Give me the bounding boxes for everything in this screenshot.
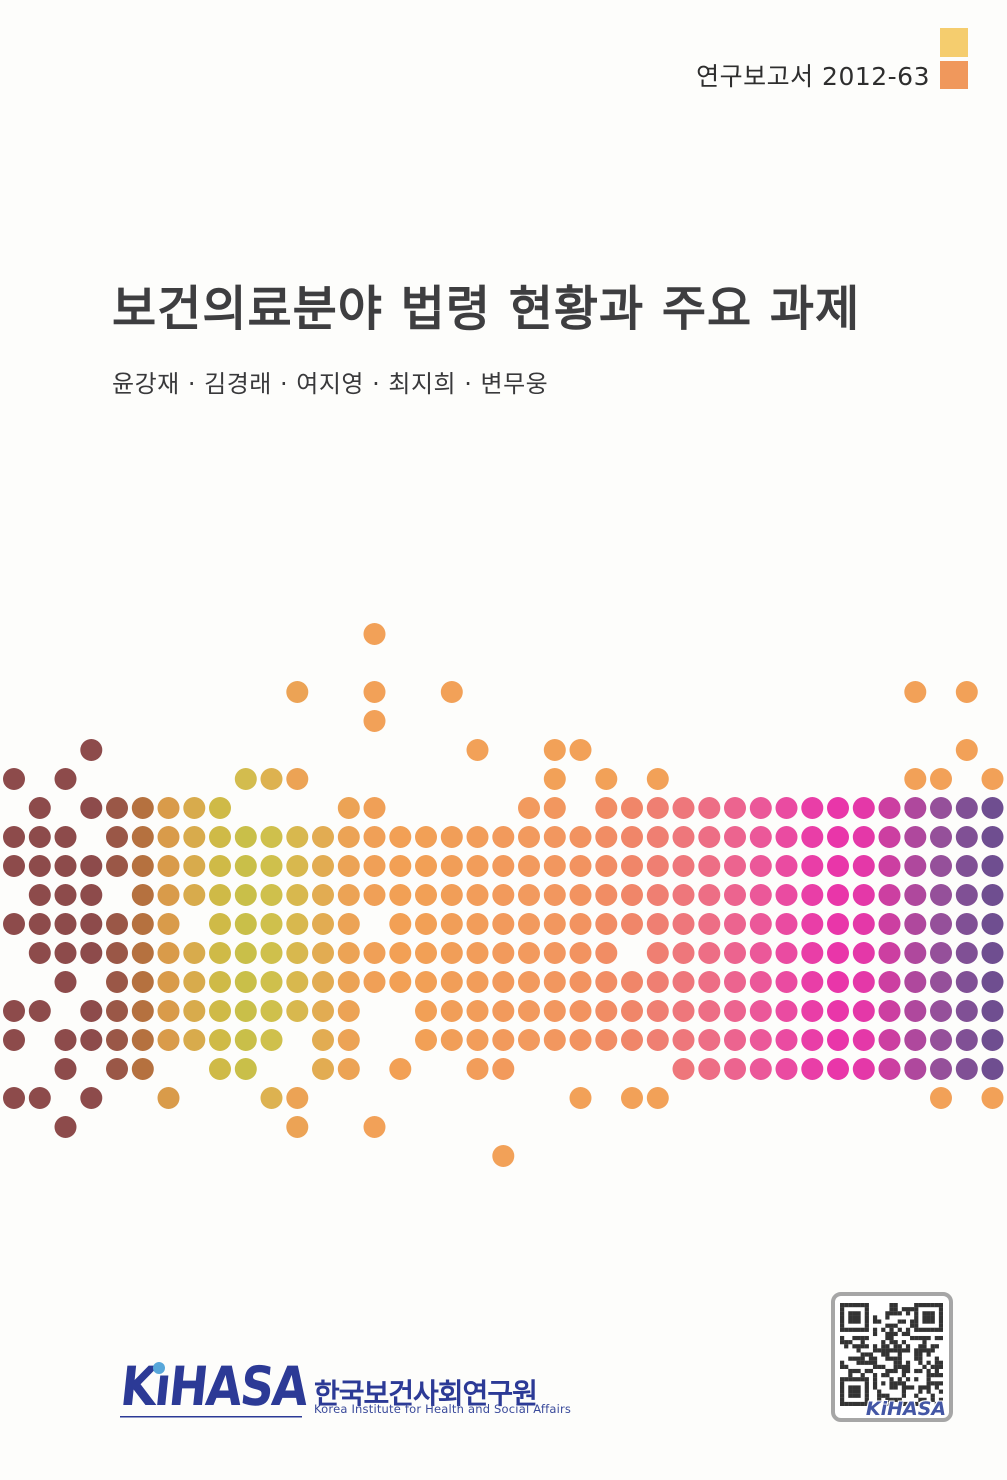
qr-modules bbox=[840, 1303, 943, 1406]
institute-name-korean: 한국보건사회연구원 bbox=[314, 1377, 538, 1410]
authors-line: 윤강재 · 김경래 · 여지영 · 최지희 · 변무웅 bbox=[112, 370, 549, 398]
kihasa-logo: KıHASA 한국보건사회연구원 Korea Institute for Hea… bbox=[118, 1355, 588, 1426]
page-title: 보건의료분야 법령 현황과 주요 과제 bbox=[112, 281, 861, 338]
institute-name-english: Korea Institute for Health and Social Af… bbox=[314, 1402, 572, 1416]
kihasa-wordmark-stripes bbox=[120, 1416, 302, 1420]
decor-square-orange bbox=[940, 61, 968, 89]
decor-square-gold bbox=[940, 28, 968, 57]
qr-code bbox=[831, 1292, 953, 1422]
qr-kihasa-label: KiHASA bbox=[865, 1398, 947, 1420]
report-series-label: 연구보고서 2012-63 bbox=[696, 62, 930, 91]
kihasa-wordmark-text: KıHASA bbox=[117, 1355, 310, 1418]
kihasa-i-dot-icon bbox=[153, 1362, 165, 1374]
